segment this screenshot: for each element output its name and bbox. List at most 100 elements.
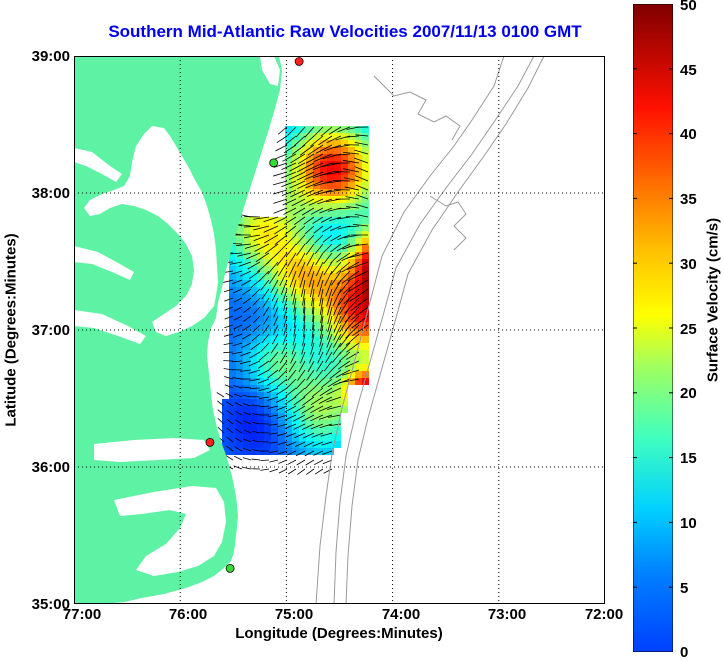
hf-radar-station[interactable] bbox=[226, 564, 234, 572]
velocity-cell bbox=[327, 231, 334, 238]
velocity-cell bbox=[285, 294, 292, 301]
lon-tick-label: 77:00 bbox=[47, 606, 117, 623]
velocity-cell bbox=[313, 301, 320, 308]
velocity-cell bbox=[243, 371, 250, 378]
velocity-cell bbox=[236, 385, 243, 392]
velocity-cell bbox=[362, 357, 369, 364]
velocity-cell bbox=[243, 385, 250, 392]
velocity-cell bbox=[236, 245, 243, 252]
hf-radar-station[interactable] bbox=[270, 159, 278, 167]
velocity-cell bbox=[264, 357, 271, 364]
velocity-cell bbox=[243, 441, 250, 448]
velocity-cell bbox=[278, 217, 285, 224]
velocity-cell bbox=[257, 273, 264, 280]
velocity-cell bbox=[271, 434, 278, 441]
velocity-cell bbox=[257, 448, 264, 455]
velocity-cell bbox=[362, 140, 369, 147]
velocity-cell bbox=[229, 287, 236, 294]
velocity-cell bbox=[313, 203, 320, 210]
colorbar-tick-label: 45 bbox=[680, 62, 697, 79]
velocity-cell bbox=[243, 406, 250, 413]
velocity-cell bbox=[264, 434, 271, 441]
velocity-cell bbox=[306, 329, 313, 336]
colorbar-tick-label: 5 bbox=[680, 580, 688, 597]
hf-radar-station[interactable] bbox=[295, 57, 303, 65]
velocity-cell bbox=[320, 259, 327, 266]
velocity-cell bbox=[327, 434, 334, 441]
velocity-cell bbox=[362, 217, 369, 224]
velocity-cell bbox=[257, 322, 264, 329]
lon-tick-label: 76:00 bbox=[153, 606, 223, 623]
velocity-cell bbox=[257, 357, 264, 364]
velocity-cell bbox=[278, 371, 285, 378]
velocity-cell bbox=[341, 238, 348, 245]
lat-tick-label: 39:00 bbox=[8, 48, 70, 65]
velocity-cell bbox=[362, 154, 369, 161]
velocity-cell bbox=[348, 154, 355, 161]
velocity-cell bbox=[355, 210, 362, 217]
velocity-cell bbox=[320, 357, 327, 364]
velocity-cell bbox=[271, 420, 278, 427]
velocity-cell bbox=[355, 245, 362, 252]
velocity-cell bbox=[348, 140, 355, 147]
velocity-cell bbox=[355, 231, 362, 238]
velocity-cell bbox=[334, 210, 341, 217]
velocity-cell bbox=[355, 287, 362, 294]
velocity-cell bbox=[229, 371, 236, 378]
velocity-cell bbox=[271, 238, 278, 245]
velocity-cell bbox=[243, 217, 250, 224]
velocity-cell bbox=[229, 413, 236, 420]
hf-radar-station[interactable] bbox=[206, 438, 214, 446]
lon-tick-label: 75:00 bbox=[259, 606, 329, 623]
velocity-cell bbox=[306, 322, 313, 329]
velocity-cell bbox=[250, 315, 257, 322]
velocity-cell bbox=[271, 413, 278, 420]
velocity-cell bbox=[278, 301, 285, 308]
velocity-cell bbox=[292, 224, 299, 231]
velocity-cell bbox=[257, 399, 264, 406]
velocity-cell bbox=[320, 301, 327, 308]
velocity-cell bbox=[229, 308, 236, 315]
map-title: Southern Mid-Atlantic Raw Velocities 200… bbox=[60, 22, 630, 42]
map-plot[interactable] bbox=[74, 56, 605, 604]
velocity-cell bbox=[292, 245, 299, 252]
velocity-cell bbox=[243, 427, 250, 434]
velocity-cell bbox=[250, 238, 257, 245]
velocity-cell bbox=[278, 427, 285, 434]
velocity-cell bbox=[327, 175, 334, 182]
velocity-cell bbox=[306, 385, 313, 392]
velocity-cell bbox=[271, 364, 278, 371]
velocity-cell bbox=[306, 245, 313, 252]
velocity-cell bbox=[278, 245, 285, 252]
velocity-cell bbox=[243, 245, 250, 252]
velocity-cell bbox=[299, 147, 306, 154]
velocity-cell bbox=[264, 448, 271, 455]
velocity-cell bbox=[320, 427, 327, 434]
velocity-cell bbox=[271, 252, 278, 259]
velocity-cell bbox=[264, 322, 271, 329]
velocity-cell bbox=[362, 231, 369, 238]
velocity-cell bbox=[250, 329, 257, 336]
velocity-cell bbox=[292, 392, 299, 399]
velocity-cell bbox=[327, 427, 334, 434]
velocity-cell bbox=[362, 350, 369, 357]
velocity-cell bbox=[236, 350, 243, 357]
velocity-cell bbox=[320, 364, 327, 371]
velocity-cell bbox=[362, 343, 369, 350]
velocity-cell bbox=[313, 434, 320, 441]
velocity-cell bbox=[236, 294, 243, 301]
colorbar-tick-label: 0 bbox=[680, 644, 688, 661]
velocity-cell bbox=[229, 294, 236, 301]
velocity-cell bbox=[292, 217, 299, 224]
velocity-cell bbox=[348, 336, 355, 343]
lat-tick-label: 38:00 bbox=[8, 185, 70, 202]
velocity-cell bbox=[348, 168, 355, 175]
velocity-cell bbox=[299, 231, 306, 238]
velocity-cell bbox=[348, 350, 355, 357]
velocity-cell bbox=[229, 266, 236, 273]
colorbar-tick-label: 15 bbox=[680, 450, 697, 467]
colorbar-tick-label: 40 bbox=[680, 126, 697, 143]
velocity-cell bbox=[236, 273, 243, 280]
velocity-cell bbox=[250, 378, 257, 385]
velocity-cell bbox=[299, 392, 306, 399]
